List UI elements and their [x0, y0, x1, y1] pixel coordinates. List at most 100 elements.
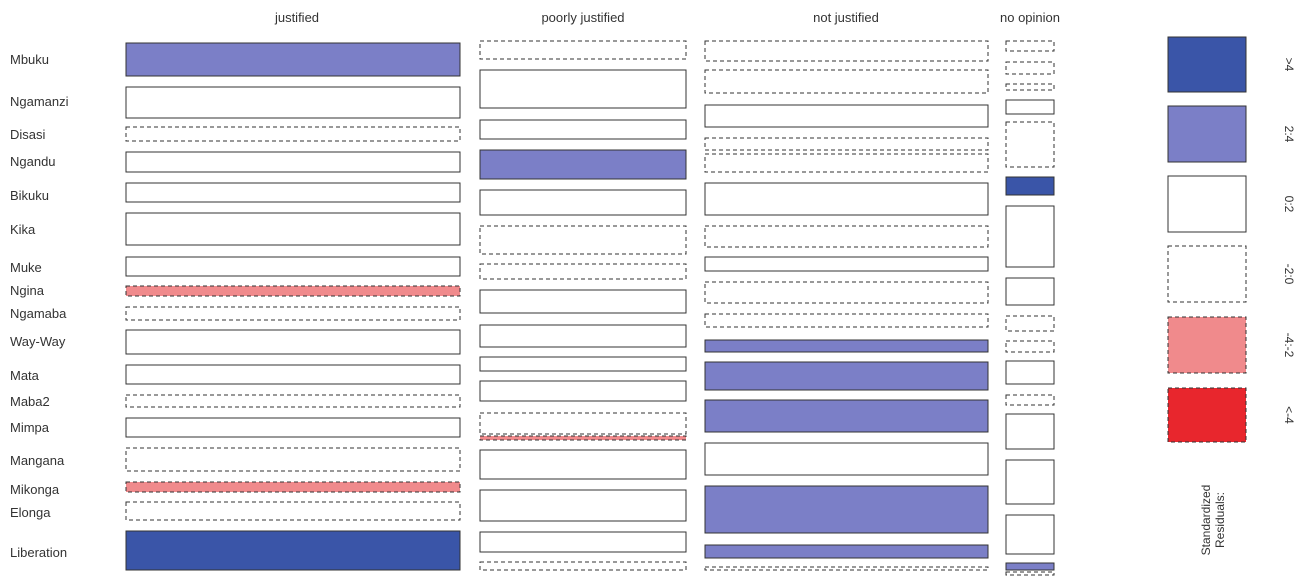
legend-swatch-4 — [1167, 36, 1247, 93]
legend-label-3: 0:2 — [1282, 196, 1296, 213]
row-label-way-way: Way-Way — [10, 334, 66, 349]
row-label-ngandu: Ngandu — [10, 154, 56, 169]
cell-liberation-poorly-justified — [479, 561, 687, 571]
legend-label-6: <-4 — [1282, 406, 1296, 424]
cell-ngina-no-opinion — [1005, 277, 1055, 306]
legend-swatch-2-4 — [1167, 105, 1247, 163]
row-label-mikonga: Mikonga — [10, 482, 60, 497]
cell-ngamanzi-no-opinion — [1005, 61, 1055, 75]
cell-mimpa-not-justified — [704, 399, 989, 433]
cell-elonga-no-opinion — [1005, 562, 1055, 571]
cell-ngandu-no-opinion — [1005, 99, 1055, 115]
cell-mbuku-no-opinion — [1005, 40, 1055, 52]
cell-mata-not-justified — [704, 339, 989, 353]
legend-label-2: 2:4 — [1282, 126, 1296, 143]
row-label-mbuku: Mbuku — [10, 52, 49, 67]
row-label-ngina: Ngina — [10, 283, 45, 298]
cell-kika-not-justified — [704, 182, 989, 216]
row-label-mimpa: Mimpa — [10, 420, 50, 435]
legend-label-5: -4:-2 — [1282, 333, 1296, 358]
cell-maba2-poorly-justified — [479, 412, 687, 435]
row-label-mata: Mata — [10, 368, 40, 383]
row-label-bikuku: Bikuku — [10, 188, 49, 203]
legend-swatch-0-2 — [1167, 175, 1247, 233]
cell-muke-not-justified — [704, 225, 989, 248]
cell-way-way-poorly-justified — [479, 356, 687, 372]
cell-disasi-no-opinion — [1005, 83, 1055, 91]
legend-swatch-4-2 — [1167, 316, 1247, 374]
cell-way-way-no-opinion — [1005, 340, 1055, 353]
cell-elonga-poorly-justified — [479, 531, 687, 553]
cell-mata-justified — [125, 364, 461, 385]
cell-ngamaba-justified — [125, 306, 461, 321]
cell-mikonga-poorly-justified — [479, 489, 687, 522]
cell-mbuku-poorly-justified — [479, 40, 687, 60]
row-label-muke: Muke — [10, 260, 42, 275]
cell-elonga-justified — [125, 501, 461, 521]
cell-maba2-no-opinion — [1005, 394, 1055, 406]
cell-ngamanzi-not-justified — [704, 69, 989, 94]
row-label-disasi: Disasi — [10, 127, 46, 142]
cell-ngandu-not-justified — [704, 137, 989, 151]
cell-bikuku-poorly-justified — [479, 189, 687, 216]
cell-ngina-justified — [125, 285, 461, 297]
cell-bikuku-not-justified — [704, 153, 989, 173]
legend-label-1: >4 — [1282, 58, 1296, 72]
cell-mbuku-justified — [125, 42, 461, 77]
row-label-maba2: Maba2 — [10, 394, 50, 409]
row-label-liberation: Liberation — [10, 545, 67, 560]
cell-liberation-justified — [125, 530, 461, 571]
row-label-ngamanzi: Ngamanzi — [10, 94, 69, 109]
cell-mikonga-not-justified — [704, 485, 989, 534]
cell-ngina-poorly-justified — [479, 289, 687, 314]
cell-kika-no-opinion — [1005, 176, 1055, 196]
cell-ngamaba-poorly-justified — [479, 324, 687, 348]
cell-kika-poorly-justified — [479, 225, 687, 255]
row-label-elonga: Elonga — [10, 505, 51, 520]
cell-muke-poorly-justified — [479, 263, 687, 280]
cell-mimpa-poorly-justified — [479, 435, 687, 441]
cell-elonga-not-justified — [704, 544, 989, 559]
cell-liberation-not-justified — [704, 566, 989, 571]
legend-label-4: -2:0 — [1282, 264, 1296, 285]
cell-ngamanzi-poorly-justified — [479, 69, 687, 109]
cell-ngamaba-not-justified — [704, 281, 989, 304]
legend-swatch-2-0 — [1167, 245, 1247, 303]
cell-mangana-not-justified — [704, 442, 989, 476]
cell-kika-justified — [125, 212, 461, 246]
cell-mangana-poorly-justified — [479, 449, 687, 480]
cell-disasi-not-justified — [704, 104, 989, 128]
cell-mangana-no-opinion — [1005, 459, 1055, 505]
column-label-justified: justified — [274, 10, 319, 25]
column-label-poorly-justified: poorly justified — [541, 10, 624, 25]
row-label-mangana: Mangana — [10, 453, 65, 468]
row-label-kika: Kika — [10, 222, 36, 237]
cell-mata-poorly-justified — [479, 380, 687, 402]
cell-liberation-no-opinion — [1005, 571, 1055, 576]
column-label-not-justified: not justified — [813, 10, 879, 25]
row-label-ngamaba: Ngamaba — [10, 306, 67, 321]
cell-maba2-not-justified — [704, 361, 989, 391]
cell-mbuku-not-justified — [704, 40, 989, 62]
cell-mangana-justified — [125, 447, 461, 472]
cell-maba2-justified — [125, 394, 461, 408]
cell-mimpa-justified — [125, 417, 461, 438]
cell-disasi-justified — [125, 126, 461, 142]
cell-ngandu-poorly-justified — [479, 149, 687, 180]
cell-disasi-poorly-justified — [479, 119, 687, 140]
cell-muke-justified — [125, 256, 461, 277]
cell-way-way-justified — [125, 329, 461, 355]
legend-title: StandardizedResiduals: — [1199, 485, 1227, 556]
cell-mimpa-no-opinion — [1005, 413, 1055, 450]
cell-ngina-not-justified — [704, 256, 989, 272]
cell-ngandu-justified — [125, 151, 461, 173]
cell-mata-no-opinion — [1005, 360, 1055, 385]
cell-ngamaba-no-opinion — [1005, 315, 1055, 332]
cell-muke-no-opinion — [1005, 205, 1055, 268]
cell-ngamanzi-justified — [125, 86, 461, 119]
column-label-no-opinion: no opinion — [1000, 10, 1060, 25]
cell-mikonga-no-opinion — [1005, 514, 1055, 555]
cell-way-way-not-justified — [704, 313, 989, 328]
cell-bikuku-no-opinion — [1005, 121, 1055, 168]
